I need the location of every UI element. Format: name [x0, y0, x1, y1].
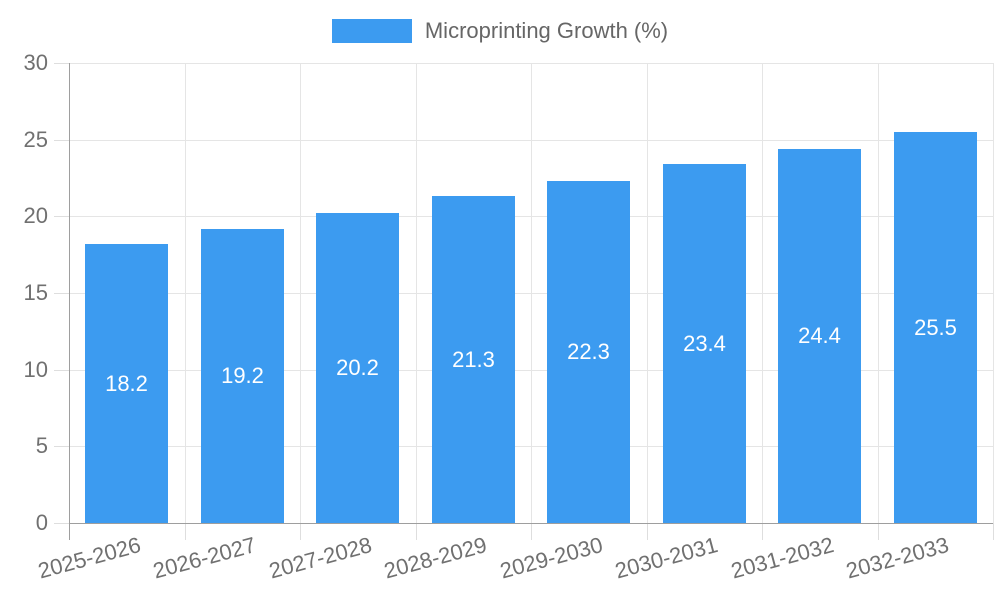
bar[interactable] [85, 244, 168, 523]
x-axis-line [69, 523, 993, 524]
bar[interactable] [316, 213, 399, 523]
x-axis-tick-label: 2028-2029 [381, 532, 490, 584]
x-tick-mark [762, 523, 763, 540]
y-tick-mark [54, 293, 69, 294]
y-tick-mark [54, 140, 69, 141]
x-axis-tick-label: 2030-2031 [612, 532, 721, 584]
legend[interactable]: Microprinting Growth (%) [0, 18, 1000, 44]
x-gridline [993, 63, 994, 523]
y-axis-line [69, 63, 70, 540]
bar[interactable] [432, 196, 515, 523]
x-tick-mark [647, 523, 648, 540]
x-axis-tick-label: 2032-2033 [843, 532, 952, 584]
bar[interactable] [201, 229, 284, 523]
x-tick-mark [185, 523, 186, 540]
x-gridline [762, 63, 763, 523]
y-axis-tick-label: 30 [23, 50, 48, 75]
x-gridline [416, 63, 417, 523]
x-axis-tick-label: 2025-2026 [35, 532, 144, 584]
y-axis-tick-label: 20 [23, 203, 48, 228]
x-tick-mark [531, 523, 532, 540]
x-axis-tick-label: 2027-2028 [266, 532, 375, 584]
y-tick-mark [54, 63, 69, 64]
bar[interactable] [894, 132, 977, 523]
y-tick-mark [54, 216, 69, 217]
x-axis-tick-label: 2031-2032 [728, 532, 837, 584]
x-axis-tick-label: 2026-2027 [150, 532, 259, 584]
legend-label: Microprinting Growth (%) [424, 18, 669, 43]
x-gridline [185, 63, 186, 523]
y-axis-tick-label: 15 [23, 280, 48, 305]
x-gridline [647, 63, 648, 523]
x-tick-mark [416, 523, 417, 540]
bar[interactable] [663, 164, 746, 523]
y-tick-mark [54, 523, 69, 524]
x-tick-mark [300, 523, 301, 540]
x-gridline [878, 63, 879, 523]
x-tick-mark [878, 523, 879, 540]
bar[interactable] [778, 149, 861, 523]
y-axis-tick-label: 10 [23, 357, 48, 382]
x-gridline [531, 63, 532, 523]
y-axis-tick-label: 5 [35, 433, 48, 458]
y-axis-tick-label: 0 [35, 510, 48, 535]
legend-swatch-icon [331, 19, 412, 43]
y-tick-mark [54, 370, 69, 371]
y-axis-tick-label: 25 [23, 127, 48, 152]
x-axis-tick-label: 2029-2030 [497, 532, 606, 584]
bar[interactable] [547, 181, 630, 523]
x-tick-mark [993, 523, 994, 540]
x-gridline [300, 63, 301, 523]
y-tick-mark [54, 446, 69, 447]
